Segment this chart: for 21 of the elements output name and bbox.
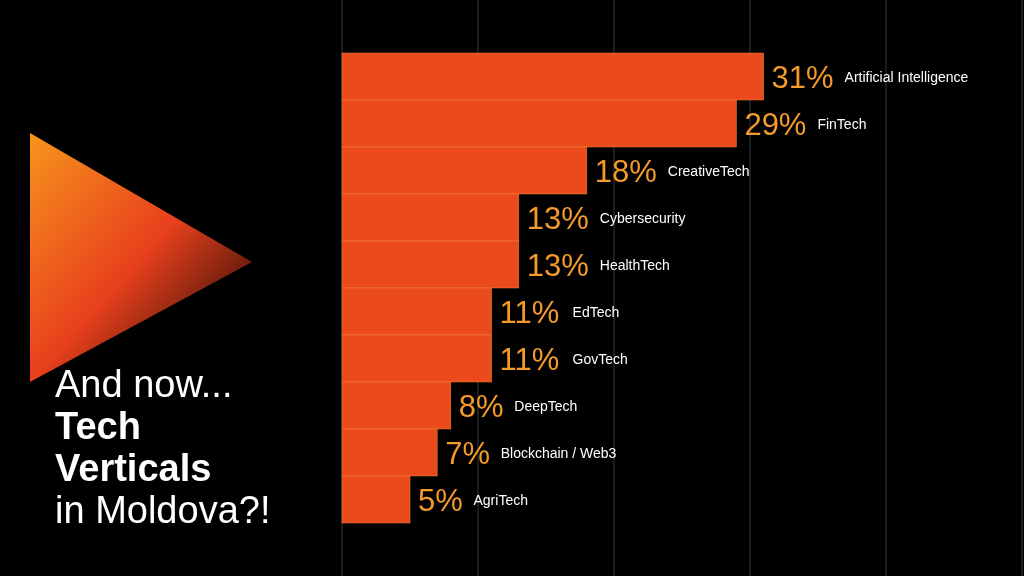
y-tick-label: GovTech <box>572 350 628 367</box>
data-label: 8% <box>458 388 504 424</box>
data-label: 11% <box>499 294 560 330</box>
y-tick-label: AgriTech <box>473 491 528 508</box>
y-tick-label: HealthTech <box>599 256 670 273</box>
y-tick-label: CreativeTech <box>667 162 750 179</box>
data-label: 13% <box>526 200 589 236</box>
data-label: 18% <box>594 153 657 189</box>
y-tick-label: Blockchain / Web3 <box>500 444 617 461</box>
data-label: 31% <box>771 59 834 95</box>
y-tick-label: FinTech <box>817 115 867 132</box>
data-label: 7% <box>445 435 491 471</box>
data-label: 13% <box>526 247 589 283</box>
text: And now... Tech Verticals in Moldova?! <box>55 363 271 531</box>
data-label: 29% <box>744 106 807 142</box>
y-tick-label: Cybersecurity <box>599 209 686 226</box>
y-tick-label: Artificial Intelligence <box>844 68 969 85</box>
data-label: 11% <box>499 341 560 377</box>
data-label: 5% <box>418 482 463 518</box>
y-tick-label: EdTech <box>572 303 620 320</box>
y-tick-label: DeepTech <box>514 397 578 414</box>
